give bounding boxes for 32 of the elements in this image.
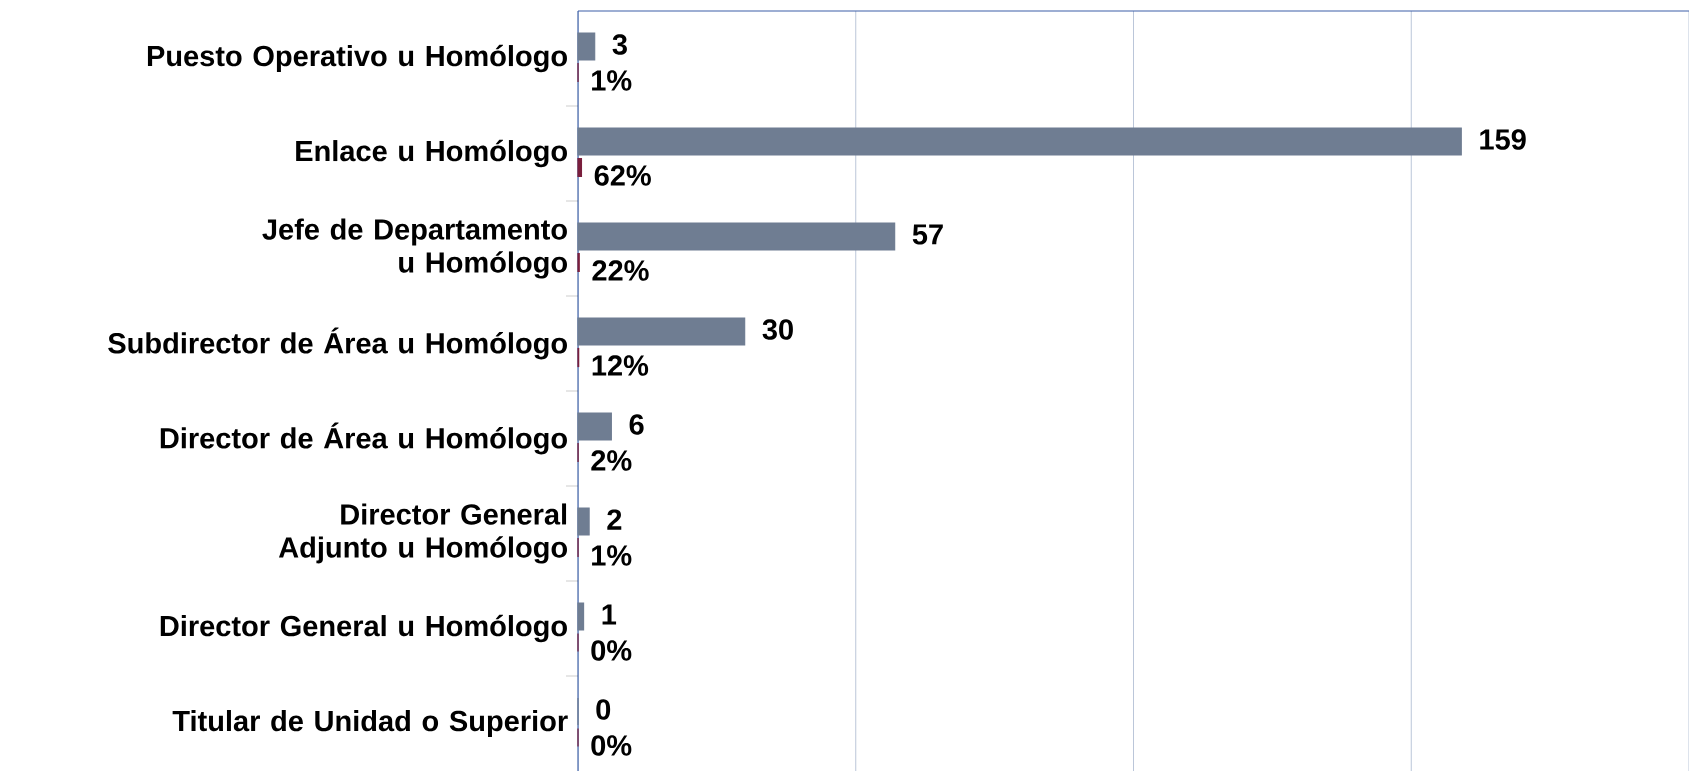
bar	[577, 127, 1462, 156]
y-tick-label: Director General Adjunto u Homólogo	[278, 503, 568, 564]
data-label: 12%	[592, 355, 649, 376]
data-label: 159	[1480, 129, 1526, 150]
y-tick-label: Puesto Operativo u Homólogo	[147, 44, 567, 73]
data-label: 1%	[592, 545, 632, 566]
data-label: 0	[596, 699, 611, 720]
y-tick-label: Director de Área u Homólogo	[160, 422, 567, 455]
data-label: 6	[629, 414, 644, 435]
bar	[577, 32, 596, 61]
bar	[577, 317, 746, 346]
data-label: 3	[612, 34, 627, 55]
bar	[577, 507, 590, 536]
y-tick-label: Jefe de Departamento u Homólogo	[262, 218, 567, 279]
data-label: 1	[602, 604, 617, 625]
y-tick-label: Subdirector de Área u Homólogo	[108, 327, 567, 360]
bar	[577, 157, 583, 178]
y-tick-label: Enlace u Homólogo	[296, 139, 567, 168]
data-label: 1%	[592, 70, 632, 91]
bar	[577, 222, 896, 251]
y-tick-label: Titular de Unidad o Superior	[172, 709, 568, 738]
data-label: 2	[607, 509, 622, 530]
data-label: 62%	[594, 165, 651, 186]
data-label: 2%	[591, 450, 632, 471]
data-label: 0%	[591, 640, 632, 661]
data-label: 22%	[592, 260, 649, 281]
data-label: 0%	[591, 735, 632, 756]
bar	[577, 412, 612, 441]
bar	[577, 602, 585, 631]
data-label: 30	[762, 319, 793, 340]
data-label: 57	[912, 224, 943, 245]
y-tick-label: Director General u Homólogo	[160, 614, 567, 643]
